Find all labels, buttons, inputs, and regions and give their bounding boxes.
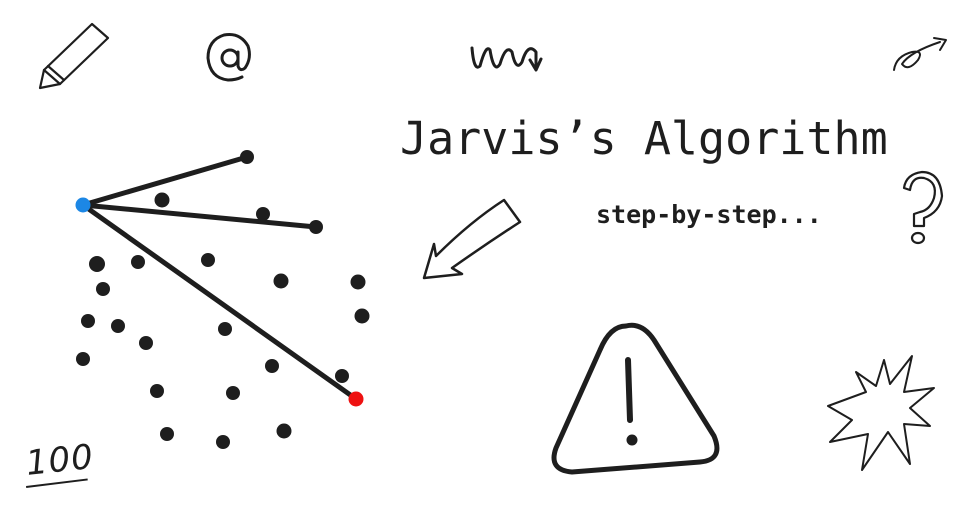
pencil-icon: [38, 22, 110, 90]
start-point: [75, 197, 91, 213]
hundred-badge: 100: [24, 436, 96, 484]
warning-icon: [551, 322, 720, 475]
explosion-icon: [827, 355, 935, 471]
points: [75, 150, 370, 449]
point: [226, 386, 240, 400]
point: [265, 359, 279, 373]
point: [276, 423, 292, 439]
point: [150, 384, 164, 398]
point: [81, 314, 95, 328]
point: [89, 256, 105, 272]
point: [273, 273, 289, 289]
curl-arrow-icon: [893, 37, 947, 71]
point: [256, 207, 270, 221]
point: [131, 255, 145, 269]
hull-edges: [80, 154, 359, 402]
point: [350, 274, 366, 290]
candidate-point: [348, 391, 364, 407]
edge-to-top-point: [80, 154, 250, 208]
question-mark-icon: [902, 170, 944, 245]
squiggle-arrow-icon: [470, 46, 543, 72]
point: [160, 427, 174, 441]
point: [201, 253, 215, 267]
left-arrow-icon: [422, 198, 522, 280]
point: [76, 352, 90, 366]
point: [216, 435, 230, 449]
at-sign-icon: [206, 33, 251, 82]
point: [154, 192, 170, 208]
edge-to-candidate-point: [80, 202, 359, 402]
edge-to-right-point: [80, 202, 319, 230]
point: [309, 220, 323, 234]
subtitle: step-by-step...: [596, 200, 822, 229]
point: [354, 308, 370, 324]
point: [335, 369, 349, 383]
point: [139, 336, 153, 350]
point: [218, 322, 232, 336]
point: [96, 282, 110, 296]
point: [111, 319, 125, 333]
point: [240, 150, 254, 164]
page-title: Jarvis’s Algorithm: [400, 112, 888, 165]
